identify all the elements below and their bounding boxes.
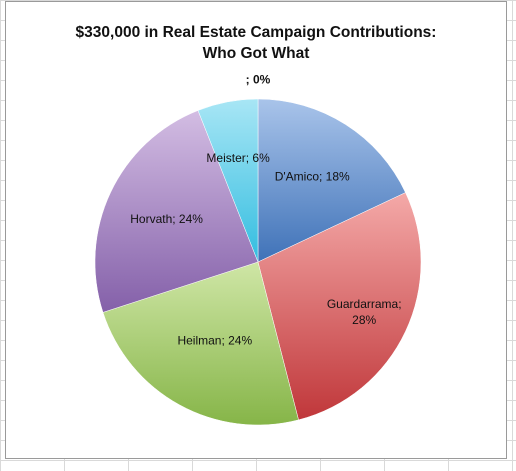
pie-slice-horvath[interactable] <box>94 110 259 313</box>
pie-labels: ; 0% D'Amico; 18% Guardarrama; 28% Heilman; … <box>130 72 401 347</box>
pie-slices <box>94 98 422 426</box>
pie-slice-heilman[interactable] <box>102 261 299 426</box>
data-label-meister: Meister; 6% <box>206 151 270 165</box>
chart-title: $330,000 in Real Estate Campaign Contrib… <box>6 22 506 64</box>
pie-chart: ; 0% D'Amico; 18% Guardarrama; 28% Heilman; … <box>94 72 422 426</box>
pie-slice-d-amico[interactable] <box>257 98 406 263</box>
data-label-d-amico: D'Amico; 18% <box>275 170 350 184</box>
pie-slice-meister[interactable] <box>197 98 259 263</box>
data-label-zero: ; 0% <box>246 72 271 86</box>
data-label-horvath: Horvath; 24% <box>130 212 203 226</box>
data-label-guardarrama: Guardarrama; 28% <box>327 297 402 327</box>
chart-title-line-1: $330,000 in Real Estate Campaign Contrib… <box>75 24 437 41</box>
data-label-heilman: Heilman; 24% <box>177 334 252 348</box>
chart-area[interactable]: $330,000 in Real Estate Campaign Contrib… <box>5 1 507 459</box>
pie-slice-guardarrama[interactable] <box>257 192 422 421</box>
chart-subtitle: Who Got What <box>202 45 310 62</box>
